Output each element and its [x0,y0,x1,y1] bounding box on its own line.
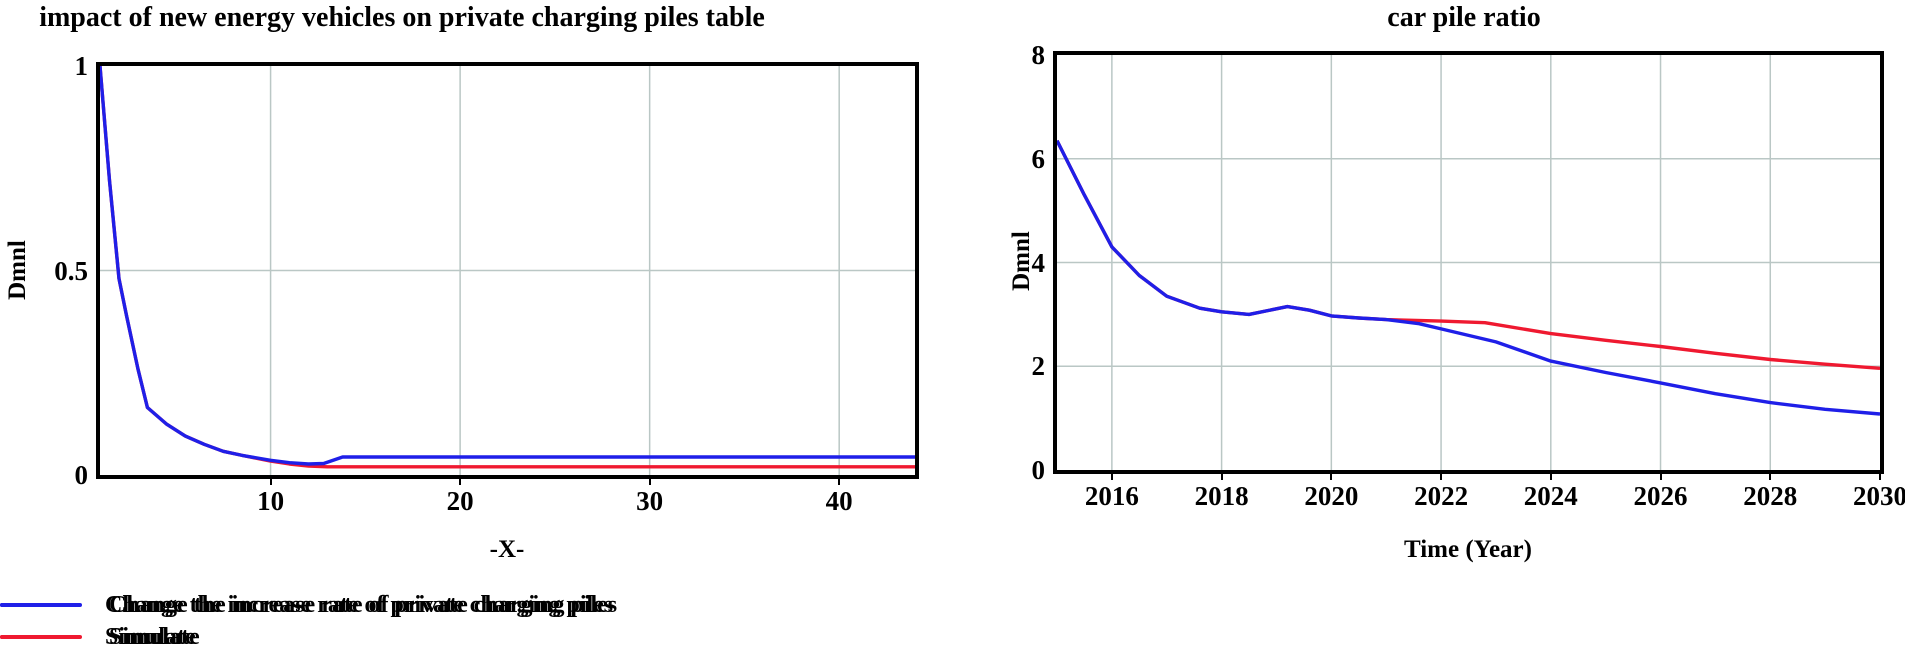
x-tick-mark [459,479,462,485]
x-axis-label: -X- [489,536,525,563]
series-line [100,66,915,466]
x-tick-mark [1769,474,1772,480]
x-tick-label: 30 [636,486,664,516]
x-tick-mark [1330,474,1333,480]
x-axis-label: Time (Year) [1404,536,1532,563]
y-tick-label: 6 [1031,143,1046,174]
x-tick-mark [838,479,841,485]
x-tick-mark [1549,474,1552,480]
x-tick-label: 10 [257,486,285,516]
y-tick-label: 1 [74,51,89,81]
x-tick-label: 20 [446,486,474,516]
y-tick-label: 0 [74,460,89,490]
x-tick-label: 2030 [1853,481,1905,511]
y-tick-label: 8 [1031,40,1046,70]
x-tick-label: 2020 [1304,481,1359,511]
legend-item: Change the increase rate of private char… [0,589,617,621]
x-tick-mark [1879,474,1881,480]
y-tick-label: 2 [1031,351,1046,382]
x-tick-label: 2018 [1194,481,1249,511]
series-line [100,66,915,469]
series-line-swatch-blue [0,603,76,607]
x-tick-mark [1220,474,1223,480]
x-tick-mark [648,479,651,485]
legend-label: Simulate [105,623,196,650]
y-tick-label: 0 [1031,455,1046,485]
x-tick-label: 2022 [1414,481,1469,511]
legend-item: Simulate [0,621,613,652]
legend-item: Change the increase rate of private char… [0,589,613,621]
x-tick-mark [1440,474,1443,480]
x-tick-mark [1659,474,1662,480]
x-tick-label: 2024 [1523,481,1578,511]
y-tick-label: 0.5 [54,255,88,286]
plot-canvas [1057,55,1880,470]
legend-right: Change the increase rate of private char… [0,589,613,652]
legend-label: Change the increase rate of private char… [109,591,618,618]
chart-title: impact of new energy vehicles on private… [39,2,765,33]
x-tick-label: 2016 [1084,481,1139,511]
plot-frame [1053,51,1884,474]
legend-label: Simulate [109,623,200,650]
series-line [1057,139,1880,416]
plot-frame [96,62,919,479]
chart-title: car pile ratio [1387,2,1541,33]
series-line-swatch-red [0,635,76,639]
x-tick-label: 2026 [1633,481,1688,511]
x-tick-mark [269,479,272,485]
x-tick-label: 40 [825,486,853,516]
y-tick-label: 4 [1031,247,1046,278]
plot-canvas [100,66,915,475]
legend-label: Change the increase rate of private char… [105,591,614,618]
x-tick-mark [1110,474,1113,480]
x-tick-label: 2028 [1743,481,1798,511]
